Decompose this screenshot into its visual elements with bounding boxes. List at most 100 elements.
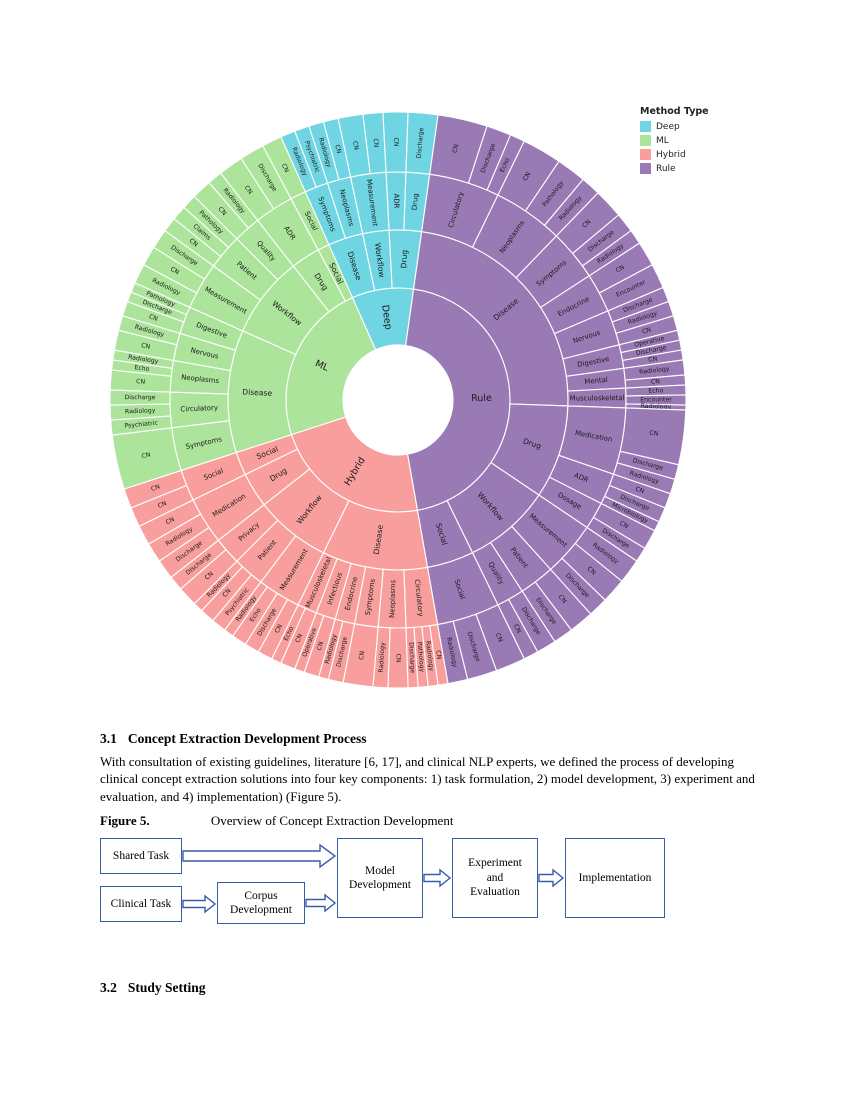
sunburst-label: Radiology [641, 403, 672, 411]
sunburst-label: CN [165, 516, 177, 527]
sunburst-label: CN [618, 520, 630, 531]
sunburst-label: CN [634, 486, 645, 496]
sunburst-label: CN [372, 138, 380, 148]
legend-title: Method Type [640, 106, 709, 117]
section-title: Study Setting [127, 980, 206, 995]
sunburst-label: CN [204, 570, 216, 581]
figure-caption: Figure 5. Overview of Concept Extraction… [100, 813, 453, 829]
legend-swatch-icon [640, 135, 651, 146]
sunburst-label: Discharge [416, 127, 426, 159]
sunburst-label: Rule [471, 393, 492, 404]
sunburst-label: Drug [411, 193, 420, 211]
sunburst-label: CN [216, 206, 227, 218]
sunburst-label: Disease [242, 387, 273, 398]
flow-box-experiment-evaluation: Experiment and Evaluation [452, 838, 538, 918]
sunburst-label: Echo [134, 364, 150, 373]
sunburst-label: CN [243, 184, 254, 196]
sunburst-label: Radiology [424, 641, 435, 672]
flow-box-clinical-task: Clinical Task [100, 886, 182, 922]
sunburst-label: CN [274, 623, 285, 634]
sunburst-label: CN [649, 430, 659, 438]
sunburst-label: CN [150, 483, 161, 493]
sunburst-label: Musculoskeletal [570, 394, 625, 402]
sunburst-label: CN [141, 451, 152, 460]
sunburst-label: CN [494, 632, 504, 643]
sunburst-label: CN [586, 565, 598, 576]
legend-entry-label: ML [656, 135, 669, 146]
flow-arrow-model-experiment [423, 868, 452, 888]
legend-swatch-icon [640, 121, 651, 132]
sunburst-label: Radiology [128, 354, 160, 366]
legend-swatch-icon [640, 163, 651, 174]
sunburst-label: Discharge [407, 642, 416, 674]
section-number: 3.2 [100, 980, 117, 995]
sunburst-label: CN [351, 141, 359, 151]
sunburst-label: Deep [379, 304, 393, 330]
sunburst-chart: Deep Disease Symptoms Radiology Psychiatric N… [88, 90, 708, 710]
sunburst-label: CN [392, 137, 399, 146]
flow-box-model-development: Model Development [337, 838, 423, 918]
sunburst-label: CN [316, 640, 325, 651]
sunburst-label: Radiology [125, 407, 156, 415]
flow-arrow-experiment-implementation [538, 868, 565, 888]
sunburst-label: CN [148, 313, 159, 323]
sunburst-label: CN [333, 144, 342, 155]
sunburst-label: CN [648, 355, 658, 363]
sunburst-label: CN [395, 654, 402, 663]
section-heading-3-1: 3.1 Concept Extraction Development Proces… [100, 731, 366, 747]
legend-entries: Deep ML Hybrid Rule [640, 121, 709, 174]
flow-box-shared-task: Shared Task [100, 838, 182, 874]
legend-entry-label: Deep [656, 121, 680, 132]
sunburst-label: CN [140, 342, 151, 351]
sunburst-svg: DeepDiseaseSymptomsRadiologyPsychiatricN… [109, 111, 687, 689]
sunburst-label: CN [651, 378, 661, 386]
sunburst-label: CN [294, 633, 304, 644]
flow-box-corpus-development: Corpus Development [217, 882, 305, 924]
sunburst-label: Disease [372, 524, 385, 555]
sunburst-label: Circulatory [180, 404, 218, 414]
section-number: 3.1 [100, 731, 117, 746]
flow-arrow-shared-model [182, 843, 337, 869]
sunburst-label: CN [615, 264, 627, 275]
legend-entry-hybrid: Hybrid [640, 149, 709, 160]
sunburst-label: CN [512, 623, 523, 634]
sunburst-label: Psychiatric [124, 420, 159, 430]
section-title: Concept Extraction Development Process [127, 731, 367, 746]
sunburst-label: Pathology [416, 642, 426, 673]
sunburst-label: Discharge [124, 394, 155, 401]
sunburst-label: CN [452, 143, 461, 154]
sunburst-label: Drug [399, 249, 409, 268]
sunburst-label: ML [313, 358, 330, 374]
flow-arrow-clinical-corpus [182, 894, 217, 914]
sunburst-label: CN [434, 650, 442, 660]
sunburst-label: CN [136, 378, 146, 386]
legend-entry-label: Rule [656, 163, 676, 174]
sunburst-label: Mental [584, 376, 608, 386]
section-heading-3-2: 3.2 Study Setting [100, 980, 206, 996]
sunburst-label: Circulatory [413, 579, 425, 617]
sunburst-label: Radiology [639, 366, 670, 376]
sunburst-label: ADR [392, 194, 400, 209]
sunburst-label: CN [557, 593, 568, 605]
flow-arrow-corpus-model [305, 893, 337, 913]
sunburst-label: CN [280, 163, 290, 174]
legend-entry-label: Hybrid [656, 149, 686, 160]
sunburst-label: Encounter [640, 397, 672, 404]
chart-legend: Method Type Deep ML Hybrid Rule [640, 106, 709, 177]
sunburst-label: CN [188, 237, 200, 248]
legend-swatch-icon [640, 149, 651, 160]
legend-entry-deep: Deep [640, 121, 709, 132]
sunburst-label: Echo [648, 387, 663, 395]
legend-entry-rule: Rule [640, 163, 709, 174]
sunburst-label: CN [157, 500, 168, 510]
figure5-flow-diagram: Shared Task Clinical Task Corpus Developme… [95, 833, 735, 933]
sunburst-label: Neoplasms [388, 579, 397, 618]
sunburst-arc-cn [262, 136, 306, 200]
flow-arrows [182, 843, 565, 914]
sunburst-label: CN [358, 650, 366, 660]
sunburst-label: CN [169, 266, 181, 277]
figure-caption-text: Overview of Concept Extraction Developme… [210, 813, 454, 828]
sunburst-label: Neoplasms [181, 373, 220, 385]
sunburst-label: CN [641, 326, 652, 335]
